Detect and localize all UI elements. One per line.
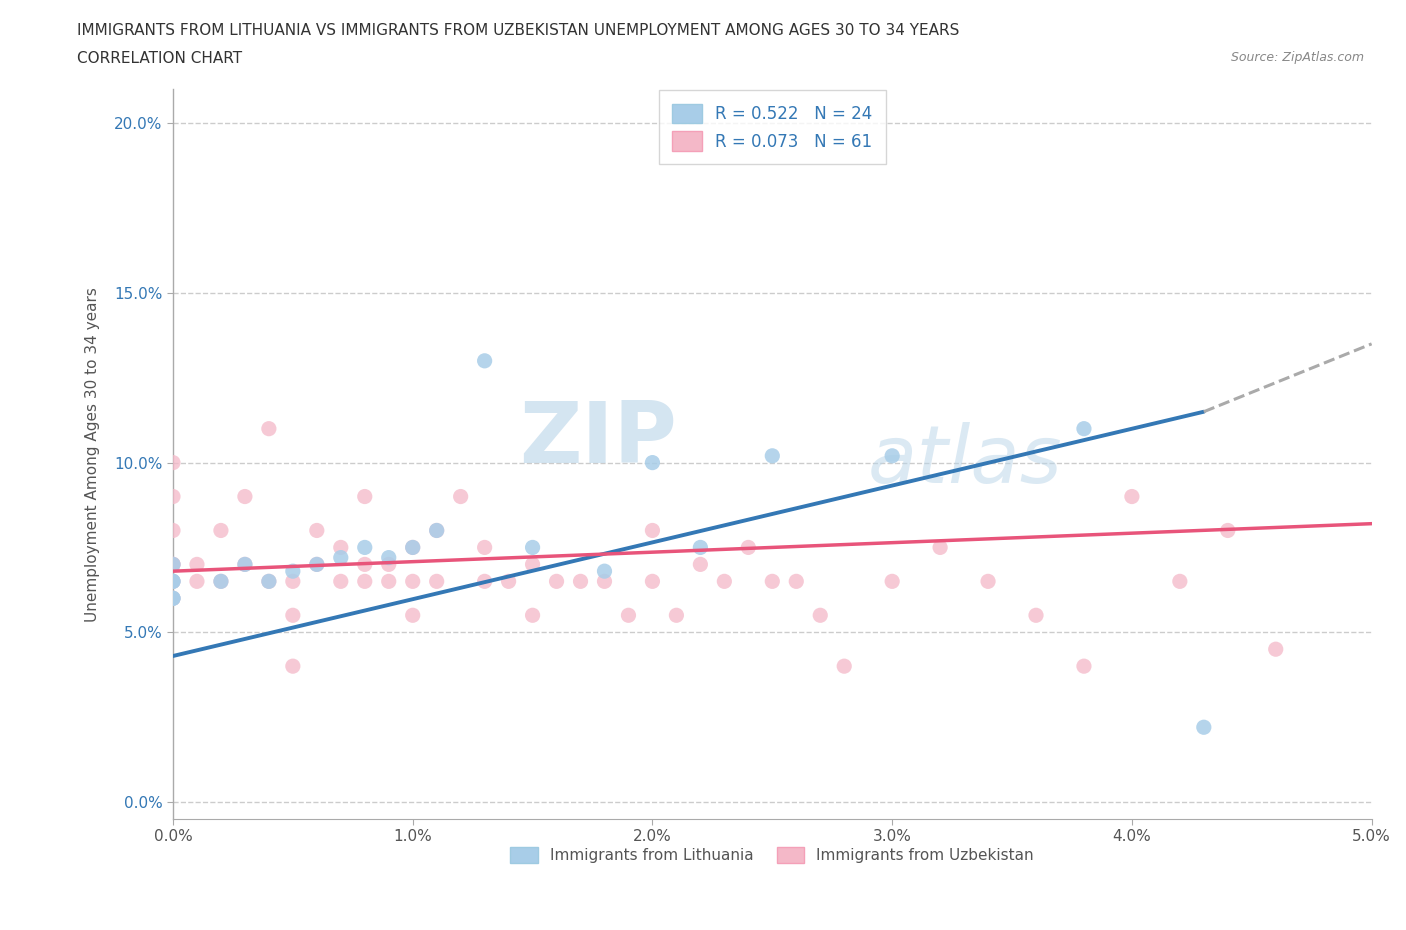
Point (162, 557, 184, 572)
Point (929, 540, 952, 555)
Point (832, 658, 855, 673)
Point (882, 574, 904, 589)
Point (353, 557, 375, 572)
Point (162, 591, 184, 605)
Point (162, 574, 184, 589)
Point (162, 591, 184, 605)
Point (737, 540, 759, 555)
Point (665, 608, 688, 623)
Point (474, 574, 496, 589)
Point (1216, 523, 1239, 538)
Point (522, 557, 544, 572)
Point (546, 574, 568, 589)
Point (377, 557, 399, 572)
Text: ZIP: ZIP (519, 398, 676, 481)
Point (641, 455, 664, 470)
Point (522, 540, 544, 555)
Text: atlas: atlas (868, 422, 1063, 500)
Point (641, 523, 664, 538)
Text: CORRELATION CHART: CORRELATION CHART (77, 51, 242, 66)
Point (402, 540, 425, 555)
Point (353, 540, 375, 555)
Point (689, 540, 711, 555)
Point (402, 540, 425, 555)
Point (257, 421, 280, 436)
Point (1025, 608, 1047, 623)
Point (353, 489, 375, 504)
Point (474, 540, 496, 555)
Point (1073, 658, 1095, 673)
Point (450, 489, 472, 504)
Point (281, 564, 304, 578)
Point (186, 574, 208, 589)
Point (641, 574, 664, 589)
Point (808, 608, 831, 623)
Point (305, 557, 328, 572)
Point (1168, 574, 1191, 589)
Point (209, 574, 232, 589)
Point (1192, 720, 1215, 735)
Point (305, 557, 328, 572)
Point (186, 557, 208, 572)
Point (1073, 421, 1095, 436)
Point (402, 608, 425, 623)
Point (785, 574, 807, 589)
Point (329, 574, 352, 589)
Point (162, 489, 184, 504)
Point (377, 574, 399, 589)
Point (977, 574, 1000, 589)
Point (233, 557, 256, 572)
Point (305, 523, 328, 538)
Point (882, 448, 904, 463)
Point (257, 574, 280, 589)
Point (329, 551, 352, 565)
Point (761, 448, 783, 463)
Point (281, 574, 304, 589)
Point (233, 489, 256, 504)
Y-axis label: Unemployment Among Ages 30 to 34 years: Unemployment Among Ages 30 to 34 years (86, 286, 100, 621)
Point (162, 557, 184, 572)
Point (209, 574, 232, 589)
Point (617, 608, 640, 623)
Point (281, 608, 304, 623)
Point (162, 574, 184, 589)
Point (761, 574, 783, 589)
Text: Source: ZipAtlas.com: Source: ZipAtlas.com (1230, 51, 1364, 64)
Point (569, 574, 592, 589)
Point (593, 564, 616, 578)
Point (233, 557, 256, 572)
Legend: Immigrants from Lithuania, Immigrants from Uzbekistan: Immigrants from Lithuania, Immigrants fr… (505, 842, 1040, 870)
Point (498, 574, 520, 589)
Point (426, 523, 449, 538)
Text: IMMIGRANTS FROM LITHUANIA VS IMMIGRANTS FROM UZBEKISTAN UNEMPLOYMENT AMONG AGES : IMMIGRANTS FROM LITHUANIA VS IMMIGRANTS … (77, 23, 960, 38)
Point (162, 557, 184, 572)
Point (522, 608, 544, 623)
Point (162, 574, 184, 589)
Point (426, 523, 449, 538)
Point (162, 455, 184, 470)
Point (1264, 642, 1286, 657)
Point (713, 574, 735, 589)
Point (377, 551, 399, 565)
Point (1121, 489, 1143, 504)
Point (426, 574, 449, 589)
Point (329, 540, 352, 555)
Point (402, 574, 425, 589)
Point (689, 557, 711, 572)
Point (281, 658, 304, 673)
Point (162, 591, 184, 605)
Point (257, 574, 280, 589)
Point (353, 574, 375, 589)
Point (162, 523, 184, 538)
Point (593, 574, 616, 589)
Point (209, 523, 232, 538)
Point (474, 353, 496, 368)
